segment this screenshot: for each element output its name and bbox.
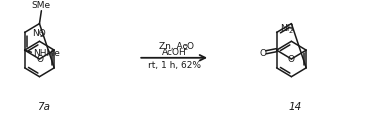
Text: SMe: SMe — [32, 1, 51, 10]
Text: O: O — [288, 55, 295, 64]
Text: 2: 2 — [288, 28, 293, 34]
Text: AcOH: AcOH — [162, 48, 186, 57]
Text: NHMe: NHMe — [33, 48, 60, 57]
Text: 2: 2 — [39, 32, 44, 38]
Text: 14: 14 — [289, 101, 302, 111]
Text: Zn, Ac: Zn, Ac — [159, 42, 187, 51]
Text: O: O — [259, 49, 266, 58]
Text: NO: NO — [32, 28, 46, 37]
Text: 7a: 7a — [37, 101, 50, 111]
Text: rt, 1 h, 62%: rt, 1 h, 62% — [148, 61, 201, 70]
Text: NH: NH — [280, 24, 294, 33]
Text: 2: 2 — [184, 45, 188, 51]
Text: O: O — [186, 42, 193, 51]
Text: O: O — [36, 55, 43, 64]
